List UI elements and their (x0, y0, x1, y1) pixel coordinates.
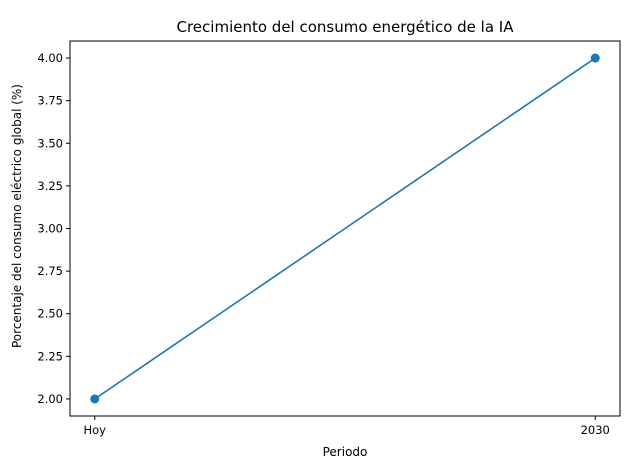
series-layer (90, 53, 600, 404)
y-axis-label: Porcentaje del consumo eléctrico global … (10, 84, 24, 348)
chart-title: Crecimiento del consumo energético de la… (177, 18, 515, 36)
y-tick-label: 2.50 (37, 307, 63, 321)
data-point (590, 53, 600, 63)
x-axis-label: Periodo (323, 445, 368, 459)
y-tick-label: 3.50 (37, 136, 63, 150)
y-tick-label: 3.75 (37, 94, 63, 108)
y-tick-label: 4.00 (37, 51, 63, 65)
x-axis-ticks: Hoy 2030 (84, 416, 610, 437)
y-axis-ticks: 2.00 2.25 2.50 2.75 3.00 3.25 3.50 3.75 4.00 (37, 51, 70, 406)
y-tick-label: 3.00 (37, 222, 63, 236)
plot-frame (69, 40, 621, 417)
x-tick-label: 2030 (581, 423, 610, 437)
y-tick-label: 2.75 (37, 264, 63, 278)
x-tick-label: Hoy (84, 423, 107, 437)
data-point (90, 394, 100, 404)
y-tick-label: 3.25 (37, 179, 63, 193)
series-line (94, 57, 596, 400)
y-tick-label: 2.25 (37, 349, 63, 363)
y-tick-label: 2.00 (37, 392, 63, 406)
